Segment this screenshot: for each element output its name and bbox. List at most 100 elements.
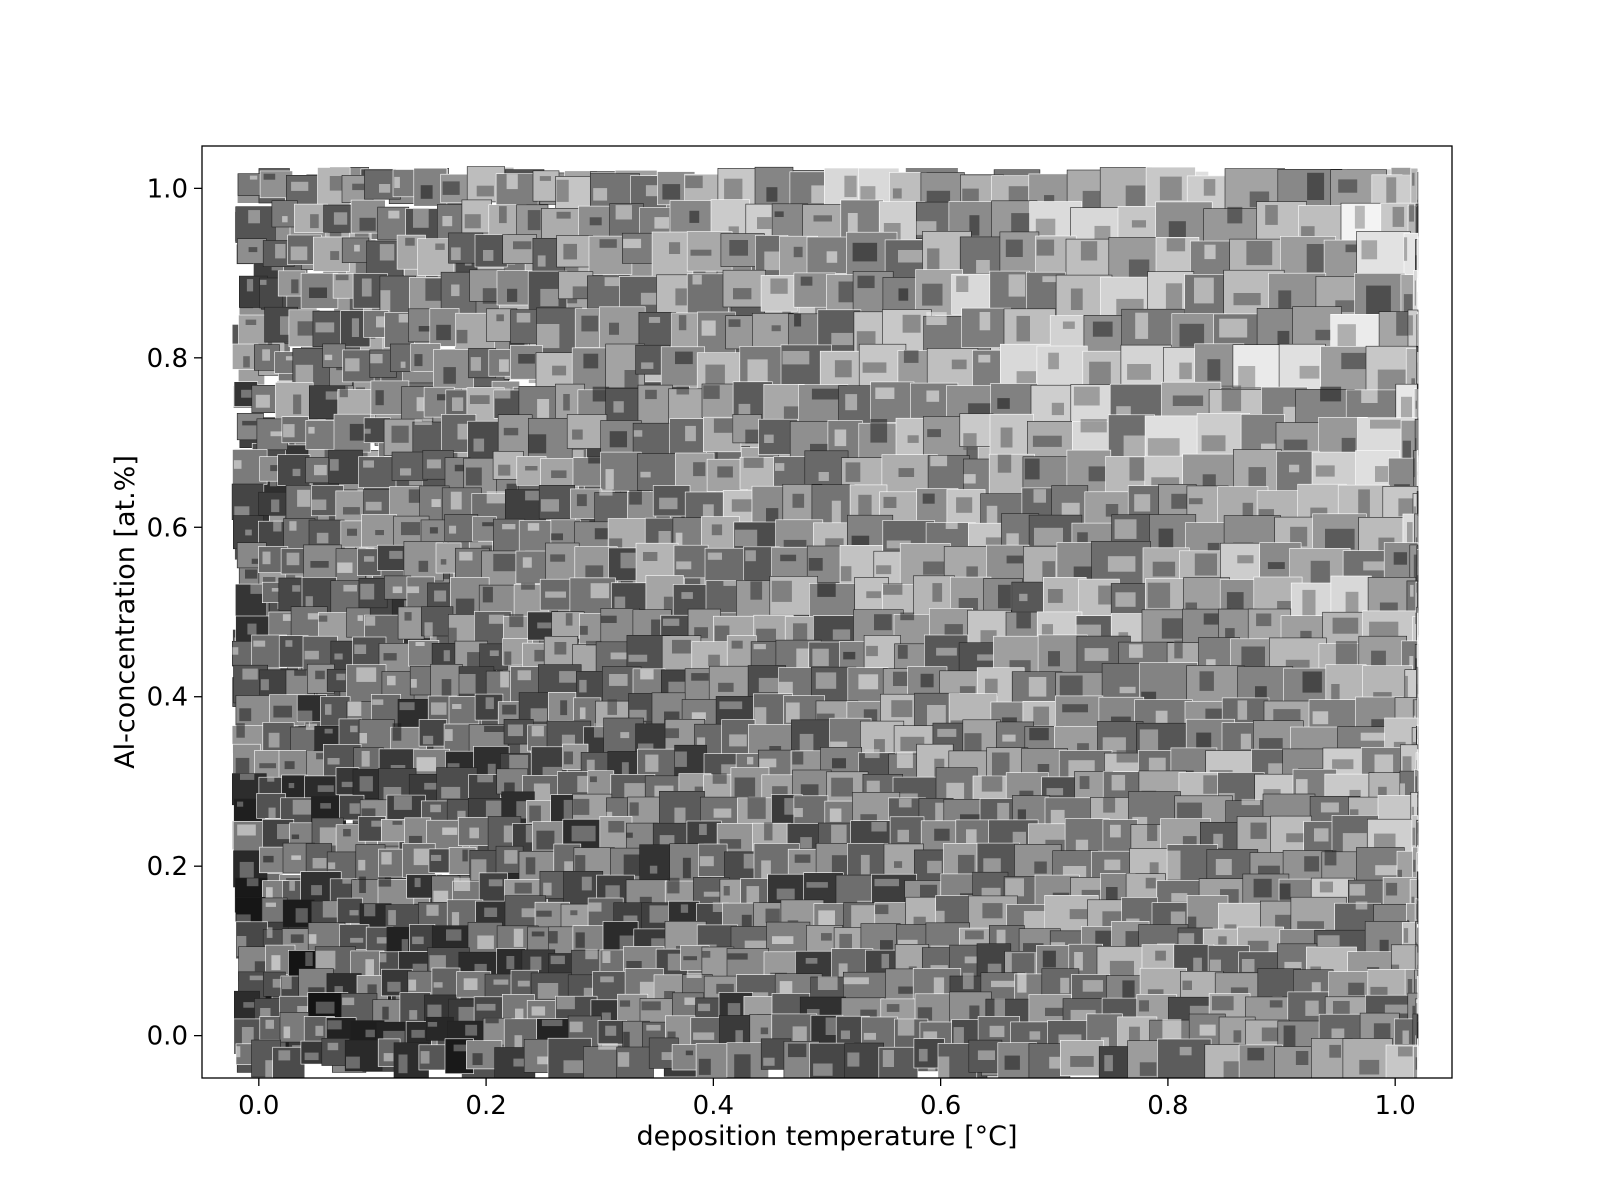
- micrograph-tile-detail: [594, 528, 609, 540]
- micrograph-tile-detail: [771, 325, 781, 332]
- micrograph-tile-detail: [723, 580, 740, 586]
- micrograph-tile: [235, 206, 276, 243]
- micrograph-tile-detail: [945, 522, 958, 529]
- micrograph-tile-detail: [1408, 315, 1413, 336]
- micrograph-tile-detail: [413, 207, 429, 228]
- micrograph-tile-detail: [407, 586, 420, 594]
- micrograph-tile-detail: [997, 454, 1012, 473]
- micrograph-tile-detail: [347, 528, 357, 536]
- micrograph-tile-detail: [449, 525, 457, 534]
- micrograph-tile-detail: [898, 250, 924, 263]
- micrograph-tile-detail: [1105, 504, 1119, 517]
- micrograph-tile-detail: [892, 188, 902, 199]
- micrograph-tile-detail: [729, 240, 748, 256]
- micrograph-tile-detail: [811, 388, 839, 400]
- micrograph-tile-detail: [1194, 277, 1214, 304]
- micrograph-tile-detail: [1080, 419, 1107, 433]
- micrograph-tile-detail: [1404, 237, 1408, 261]
- micrograph-tile-detail: [457, 423, 471, 440]
- micrograph-tile-detail: [248, 247, 258, 253]
- micrograph-tile-detail: [689, 210, 700, 223]
- micrograph-tile-detail: [1363, 561, 1387, 571]
- micrograph-tile: [515, 550, 551, 584]
- micrograph-tile-detail: [979, 312, 991, 331]
- micrograph-tile-detail: [978, 354, 991, 363]
- micrograph-tile-detail: [766, 508, 779, 523]
- micrograph-tile-detail: [1341, 437, 1356, 456]
- micrograph-tile-detail: [563, 394, 570, 411]
- micrograph-tile-detail: [1325, 528, 1355, 550]
- micrograph-tile-detail: [345, 358, 360, 372]
- micrograph-tile-detail: [271, 588, 282, 592]
- micrograph-tile-detail: [262, 551, 271, 565]
- micrograph-tile-detail: [883, 583, 903, 595]
- micrograph-tile-detail: [669, 242, 681, 254]
- micrograph-tile-detail: [552, 365, 567, 376]
- micrograph-tile-detail: [1006, 555, 1023, 564]
- micrograph-tile-detail: [525, 466, 538, 471]
- micrograph-tile-detail: [1134, 494, 1151, 512]
- micrograph-tile-detail: [352, 183, 368, 191]
- micrograph-tile-detail: [551, 533, 563, 541]
- micrograph-tile-detail: [1077, 532, 1088, 549]
- micrograph-tile-detail: [316, 532, 329, 544]
- micrograph-tile-detail: [376, 316, 386, 328]
- micrograph-tile-detail: [1165, 283, 1183, 313]
- micrograph-tile-detail: [782, 351, 810, 365]
- micrograph-tile-detail: [245, 529, 252, 536]
- micrograph-tile-detail: [232, 647, 239, 655]
- micrograph-tile-detail: [310, 214, 319, 229]
- micrograph-tile-detail: [1338, 179, 1358, 193]
- micrograph-tile: [397, 606, 425, 640]
- micrograph-tile-detail: [717, 466, 733, 478]
- micrograph-tile-detail: [273, 520, 282, 532]
- micrograph-tile-detail: [351, 318, 359, 337]
- micrograph-tile: [238, 314, 268, 346]
- micrograph-tile-detail: [883, 496, 897, 508]
- micrograph-tile-detail: [922, 283, 943, 306]
- micrograph-tile-detail: [900, 612, 915, 621]
- micrograph-tile-detail: [242, 420, 257, 426]
- micrograph-tile-detail: [1361, 240, 1378, 260]
- micrograph-tile-detail: [434, 590, 447, 602]
- micrograph-tile-detail: [305, 596, 313, 610]
- micrograph-tile-detail: [1290, 526, 1308, 547]
- micrograph-tile-detail: [379, 244, 395, 261]
- micrograph-tile-detail: [318, 615, 328, 622]
- micrograph-tile-detail: [870, 419, 888, 443]
- micrograph-tile-detail: [932, 583, 943, 602]
- micrograph-tile-detail: [245, 569, 258, 579]
- micrograph-tile-detail: [997, 398, 1010, 409]
- micrograph-tile-detail: [875, 387, 895, 399]
- micrograph-tile-detail: [866, 591, 881, 599]
- micrograph-tile-detail: [641, 362, 654, 369]
- micrograph-tile-detail: [429, 527, 438, 534]
- micrograph-tile-detail: [793, 246, 803, 258]
- micrograph-tile-detail: [404, 612, 412, 621]
- micrograph-tile-detail: [1152, 561, 1176, 577]
- micrograph-tile-detail: [248, 210, 260, 224]
- micrograph-tile-detail: [483, 250, 494, 261]
- micrograph-tile-detail: [289, 521, 297, 531]
- micrograph-tile-detail: [556, 211, 571, 219]
- micrograph-tile-detail: [307, 613, 328, 620]
- micrograph-tile-detail: [414, 418, 432, 425]
- micrograph-tile-detail: [860, 186, 876, 202]
- micrograph-tile-detail: [540, 288, 559, 307]
- micrograph-tile-detail: [658, 531, 671, 545]
- micrograph-tile-detail: [451, 247, 461, 261]
- micrograph-tile-detail: [844, 175, 857, 198]
- micrograph-tile-detail: [847, 213, 858, 238]
- micrograph-tile-detail: [1147, 582, 1171, 608]
- micrograph-tile-detail: [260, 279, 267, 285]
- micrograph-tile-detail: [379, 184, 391, 193]
- micrograph-tile-detail: [857, 275, 875, 289]
- micrograph-tile-detail: [1396, 311, 1408, 336]
- micrograph-tile-detail: [1315, 465, 1335, 477]
- micrograph-tile-detail: [527, 210, 541, 231]
- micrograph-tile-detail: [956, 276, 969, 292]
- micrograph-tile-detail: [540, 499, 559, 512]
- micrograph-tile-detail: [1369, 621, 1399, 637]
- micrograph-tile-detail: [593, 188, 608, 201]
